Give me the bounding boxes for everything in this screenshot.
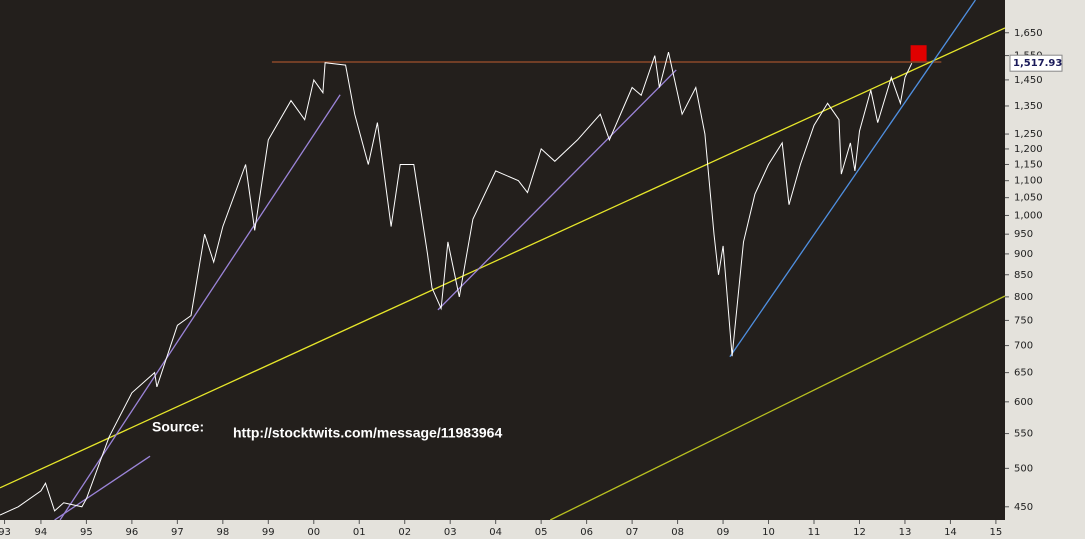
y-tick-label: 1,650: [1014, 28, 1043, 39]
y-tick-label: 550: [1014, 429, 1033, 440]
y-tick-label: 1,050: [1014, 193, 1043, 204]
y-tick-label: 1,150: [1014, 159, 1043, 170]
x-tick-label: 10: [762, 527, 775, 538]
source-url: http://stocktwits.com/message/11983964: [233, 425, 502, 441]
x-tick-label: 14: [944, 527, 957, 538]
x-tick-label: 01: [353, 527, 366, 538]
x-tick-label: 09: [717, 527, 730, 538]
x-tick-label: 95: [80, 527, 93, 538]
x-tick-label: 04: [489, 527, 502, 538]
x-tick-label: 12: [853, 527, 866, 538]
last-value-box: [1009, 54, 1063, 72]
y-tick-label: 650: [1014, 368, 1033, 379]
x-tick-label: 03: [444, 527, 457, 538]
trendline: [549, 295, 1005, 520]
x-tick-label: 98: [216, 527, 229, 538]
x-tick-label: 96: [126, 527, 139, 538]
x-tick-label: 15: [990, 527, 1003, 538]
x-tick-label: 02: [398, 527, 411, 538]
y-tick-label: 500: [1014, 463, 1033, 474]
plot: [0, 0, 1005, 520]
x-tick-label: 99: [262, 527, 275, 538]
y-tick-label: 1,100: [1014, 176, 1043, 187]
price-line: [0, 51, 913, 516]
trendline: [54, 455, 151, 520]
x-tick-label: 07: [626, 527, 639, 538]
x-tick-label: 93: [0, 527, 11, 538]
x-tick-label: 94: [35, 527, 48, 538]
plot-area: [0, 0, 1005, 520]
y-tick-label: 900: [1014, 249, 1033, 260]
last-value-label: 1,517.93: [1013, 58, 1062, 69]
x-tick-label: 06: [580, 527, 593, 538]
y-tick-label: 1,250: [1014, 129, 1043, 140]
y-tick-label: 450: [1014, 502, 1033, 513]
x-tick-label: 97: [171, 527, 184, 538]
y-tick-label: 750: [1014, 315, 1033, 326]
y-tick-label: 850: [1014, 270, 1033, 281]
y-tick-label: 600: [1014, 397, 1033, 408]
y-tick-label: 1,000: [1014, 210, 1043, 221]
x-tick-label: 05: [535, 527, 548, 538]
trendline: [729, 0, 976, 358]
trendline: [437, 69, 677, 311]
trendline: [0, 27, 1005, 489]
y-tick-label: 700: [1014, 341, 1033, 352]
source-label: Source:: [152, 419, 204, 435]
x-tick-label: 00: [307, 527, 320, 538]
y-tick-label: 1,450: [1014, 75, 1043, 86]
y-tick-label: 800: [1014, 292, 1033, 303]
trendline: [59, 94, 341, 520]
x-tick-label: 11: [808, 527, 821, 538]
y-tick-label: 1,350: [1014, 101, 1043, 112]
x-tick-label: 13: [899, 527, 912, 538]
y-tick-label: 950: [1014, 229, 1033, 240]
y-tick-label: 1,200: [1014, 144, 1043, 155]
x-tick-label: 08: [671, 527, 684, 538]
highlight-marker: [910, 45, 927, 62]
